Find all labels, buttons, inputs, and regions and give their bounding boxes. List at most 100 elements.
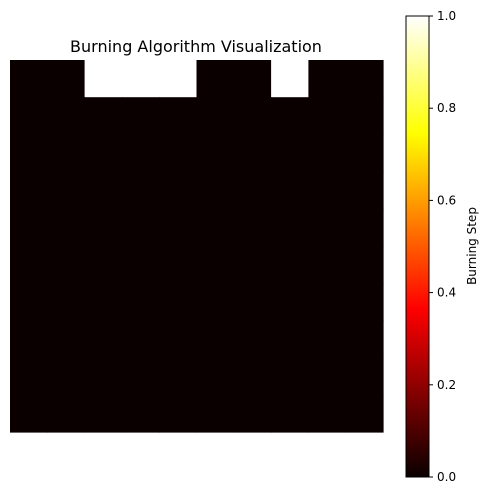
heatmap-cell	[159, 60, 198, 98]
colorbar-label: Burning Step	[465, 207, 479, 285]
heatmap-cell	[233, 283, 272, 321]
heatmap-cell	[121, 208, 160, 247]
heatmap-cell	[121, 60, 160, 98]
heatmap-cell	[196, 357, 235, 396]
heatmap-cell	[233, 97, 272, 135]
heatmap-cell	[10, 246, 48, 284]
heatmap-cell	[196, 208, 235, 247]
heatmap-cell	[121, 134, 160, 173]
heatmap-cell	[47, 283, 86, 321]
heatmap-cell	[84, 134, 123, 173]
heatmap-cell	[84, 246, 123, 284]
heatmap-cell	[196, 246, 235, 284]
heatmap-cell	[271, 60, 309, 98]
heatmap-cell	[84, 283, 123, 321]
heatmap-cell	[308, 394, 347, 433]
heatmap-cell	[196, 60, 235, 98]
heatmap-cell	[47, 208, 86, 247]
heatmap-cell	[196, 283, 235, 321]
heatmap-cell	[271, 171, 309, 210]
heatmap-cell	[121, 171, 160, 210]
heatmap-cell	[308, 208, 347, 247]
heatmap-cell	[10, 208, 48, 247]
heatmap-cell	[159, 320, 198, 359]
heatmap-cell	[84, 357, 123, 396]
colorbar-tick-label: 0.6	[437, 193, 456, 207]
heatmap-cell	[345, 246, 384, 284]
heatmap-cell	[10, 171, 48, 210]
heatmap-cell	[47, 357, 86, 396]
heatmap-cell	[271, 208, 309, 247]
heatmap-cell	[47, 60, 86, 98]
heatmap-cell	[271, 246, 309, 284]
heatmap-cell	[121, 320, 160, 359]
heatmap-cell	[47, 171, 86, 210]
heatmap-cell	[84, 97, 123, 135]
heatmap-cell	[10, 60, 48, 98]
heatmap-cell	[345, 320, 384, 359]
heatmap-cell	[345, 283, 384, 321]
heatmap-cell	[271, 97, 309, 135]
heatmap-cell	[308, 97, 347, 135]
heatmap-cell	[159, 394, 198, 433]
heatmap-cell	[345, 171, 384, 210]
heatmap-cell	[47, 97, 86, 135]
heatmap-cell	[84, 60, 123, 98]
heatmap-cell	[308, 171, 347, 210]
heatmap-cell	[345, 134, 384, 173]
heatmap-cell	[84, 320, 123, 359]
heatmap-cell	[47, 320, 86, 359]
colorbar-tick-label: 0.4	[437, 286, 456, 300]
chart-title: Burning Algorithm Visualization	[70, 37, 322, 56]
heatmap-cell	[84, 171, 123, 210]
colorbar-axis: 0.0 0.2 0.4 0.6 0.8 1.0	[429, 9, 456, 484]
heatmap-cell	[308, 246, 347, 284]
heatmap-cell	[196, 171, 235, 210]
heatmap-cell	[308, 134, 347, 173]
heatmap-cell	[121, 97, 160, 135]
heatmap-cell	[233, 320, 272, 359]
heatmap-cell	[233, 171, 272, 210]
heatmap-cell	[308, 320, 347, 359]
colorbar-tick-label: 0.2	[437, 378, 456, 392]
heatmap-cell	[47, 246, 86, 284]
heatmap-cell	[121, 394, 160, 433]
heatmap-cell	[271, 283, 309, 321]
heatmap-cell	[271, 357, 309, 396]
heatmap-cell	[271, 320, 309, 359]
heatmap-cell	[10, 97, 48, 135]
heatmap-cell	[196, 134, 235, 173]
heatmap-cell	[10, 357, 48, 396]
heatmap-cell	[47, 134, 86, 173]
colorbar-tick-label: 1.0	[437, 9, 456, 23]
heatmap-cell	[10, 320, 48, 359]
heatmap-cell	[121, 357, 160, 396]
heatmap-cell	[196, 320, 235, 359]
heatmap-grid	[10, 60, 384, 433]
heatmap-cell	[196, 97, 235, 135]
heatmap-cell	[196, 394, 235, 433]
heatmap-cell	[10, 134, 48, 173]
heatmap-cell	[233, 394, 272, 433]
heatmap-cell	[271, 134, 309, 173]
heatmap-cell	[233, 246, 272, 284]
heatmap-cell	[345, 60, 384, 98]
heatmap-cell	[233, 357, 272, 396]
heatmap-cell	[159, 171, 198, 210]
heatmap-cell	[159, 357, 198, 396]
heatmap-cell	[159, 283, 198, 321]
heatmap-cell	[159, 246, 198, 284]
colorbar-tick-label: 0.8	[437, 101, 456, 115]
heatmap-cell	[345, 357, 384, 396]
heatmap-cell	[308, 283, 347, 321]
heatmap-cell	[159, 134, 198, 173]
heatmap-cell	[233, 134, 272, 173]
heatmap-cell	[345, 208, 384, 247]
heatmap-cell	[159, 97, 198, 135]
colorbar	[405, 15, 430, 478]
heatmap-cell	[345, 97, 384, 135]
heatmap-cell	[121, 246, 160, 284]
heatmap-cell	[271, 394, 309, 433]
heatmap-cell	[308, 60, 347, 98]
